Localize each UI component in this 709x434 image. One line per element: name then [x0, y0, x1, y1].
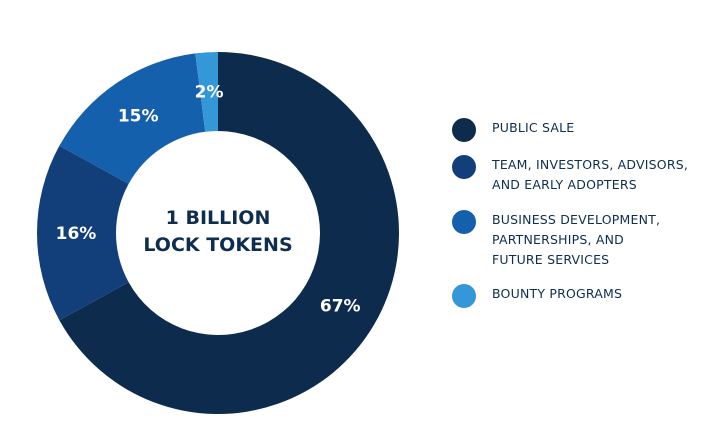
slice-value-label: 16%	[56, 224, 97, 244]
legend-label: TEAM, INVESTORS, ADVISORS, AND EARLY ADO…	[492, 155, 688, 195]
center-label-line-2: LOCK TOKENS	[143, 234, 292, 256]
slice-value-label: 15%	[118, 107, 159, 127]
legend-item-team: TEAM, INVESTORS, ADVISORS, AND EARLY ADO…	[452, 155, 702, 195]
legend-swatch	[452, 284, 476, 308]
slice-value-label: 2%	[195, 82, 224, 102]
center-label-line-1: 1 BILLION	[166, 207, 271, 229]
legend-item-bounty-programs: BOUNTY PROGRAMS	[452, 284, 702, 308]
legend-label-line: BUSINESS DEVELOPMENT,	[492, 212, 661, 227]
slice-bounty-programs	[195, 52, 218, 132]
legend-label-line: TEAM, INVESTORS, ADVISORS,	[492, 157, 689, 172]
legend-swatch	[452, 155, 476, 179]
slice-value-label: 67%	[320, 296, 361, 316]
legend-label-line: PUBLIC SALE	[492, 120, 575, 135]
legend-item-business-development: BUSINESS DEVELOPMENT, PARTNERSHIPS, AND …	[452, 210, 702, 270]
legend-label: PUBLIC SALE	[492, 118, 574, 138]
legend-label: BUSINESS DEVELOPMENT, PARTNERSHIPS, AND …	[492, 210, 660, 270]
legend-item-public-sale: PUBLIC SALE	[452, 118, 702, 142]
legend-label-line: PARTNERSHIPS, AND	[492, 232, 625, 247]
legend-label-line: AND EARLY ADOPTERS	[492, 177, 637, 192]
slice-team	[37, 145, 129, 321]
legend: PUBLIC SALE TEAM, INVESTORS, ADVISORS, A…	[452, 118, 702, 308]
legend-swatch	[452, 210, 476, 234]
legend-swatch	[452, 118, 476, 142]
legend-label-line: BOUNTY PROGRAMS	[492, 286, 623, 301]
slice-public-sale	[59, 52, 400, 414]
legend-label-line: FUTURE SERVICES	[492, 252, 610, 267]
donut-slices	[37, 52, 400, 414]
legend-label: BOUNTY PROGRAMS	[492, 284, 622, 304]
slice-business-development	[59, 53, 206, 184]
slice-labels: 67% 16% 15% 2%	[56, 82, 361, 316]
